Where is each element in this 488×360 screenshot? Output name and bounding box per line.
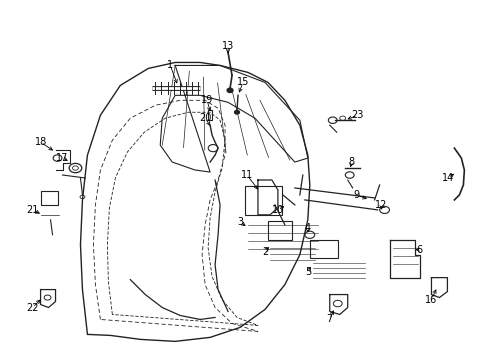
Bar [244, 186, 281, 215]
Text: 7: 7 [326, 314, 332, 324]
Text: 10: 10 [271, 205, 284, 215]
Text: 14: 14 [441, 173, 454, 183]
Text: 18: 18 [34, 137, 47, 147]
Text: 9: 9 [353, 190, 359, 200]
Text: 11: 11 [241, 170, 253, 180]
Text: 5: 5 [304, 267, 310, 276]
Bar [41, 190, 58, 205]
Text: 4: 4 [304, 223, 310, 233]
Circle shape [234, 111, 239, 114]
Circle shape [226, 88, 232, 93]
Text: 21: 21 [26, 205, 39, 215]
Text: 1: 1 [167, 60, 173, 71]
Text: 20: 20 [199, 113, 211, 123]
Text: 3: 3 [237, 217, 243, 227]
Text: 12: 12 [375, 200, 387, 210]
Text: 2: 2 [261, 247, 267, 257]
Bar [267, 221, 292, 240]
Text: 6: 6 [416, 245, 422, 255]
Text: 15: 15 [236, 77, 249, 87]
Text: 8: 8 [348, 157, 354, 167]
Text: 22: 22 [26, 302, 39, 312]
Text: 17: 17 [56, 153, 69, 163]
Text: 16: 16 [425, 294, 437, 305]
Bar [309, 240, 337, 258]
Text: 13: 13 [222, 41, 234, 50]
Text: 19: 19 [201, 95, 213, 105]
Text: 23: 23 [351, 110, 363, 120]
